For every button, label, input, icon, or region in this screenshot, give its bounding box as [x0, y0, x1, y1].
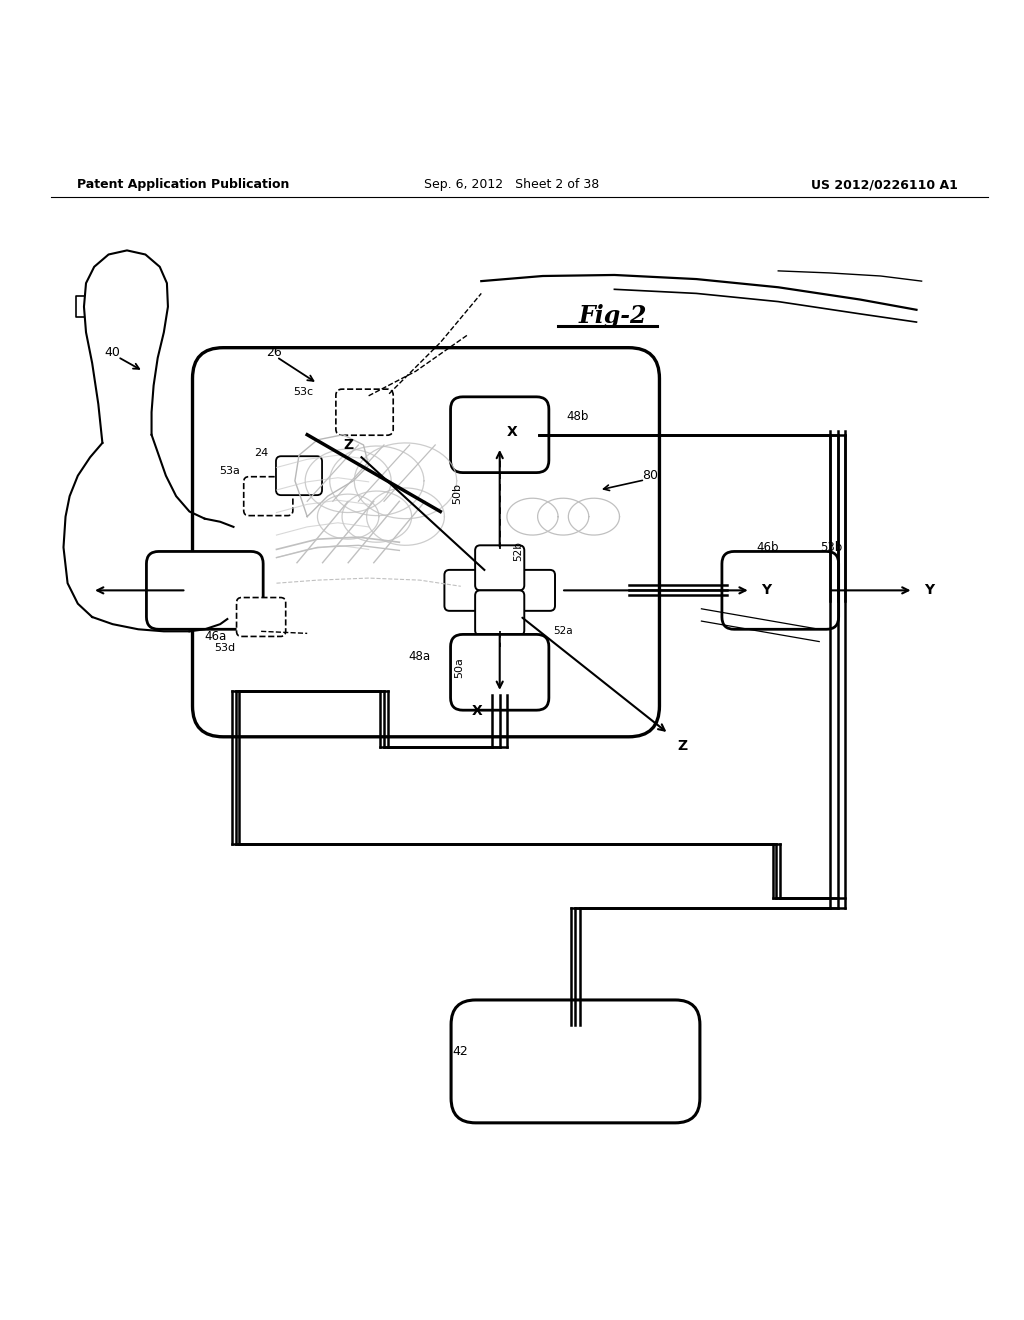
- Text: 52a: 52a: [553, 626, 573, 636]
- Text: 53b: 53b: [820, 541, 843, 554]
- FancyBboxPatch shape: [506, 570, 555, 611]
- Text: 46b: 46b: [757, 541, 779, 554]
- Text: 26: 26: [266, 346, 283, 359]
- Text: 48a: 48a: [408, 651, 430, 664]
- Text: Fig-2: Fig-2: [579, 304, 646, 327]
- Text: Y: Y: [924, 583, 934, 598]
- FancyBboxPatch shape: [193, 347, 659, 737]
- FancyBboxPatch shape: [444, 570, 494, 611]
- Text: 53a: 53a: [219, 466, 240, 475]
- Text: 53d: 53d: [214, 643, 236, 652]
- Text: X: X: [472, 704, 482, 718]
- Text: Patent Application Publication: Patent Application Publication: [77, 178, 289, 191]
- FancyBboxPatch shape: [722, 552, 839, 630]
- Text: Z: Z: [677, 739, 687, 752]
- FancyBboxPatch shape: [244, 477, 293, 516]
- Text: Y: Y: [761, 583, 771, 598]
- FancyBboxPatch shape: [275, 457, 322, 495]
- FancyBboxPatch shape: [146, 552, 263, 630]
- FancyBboxPatch shape: [336, 389, 393, 436]
- Text: 40: 40: [104, 346, 121, 359]
- Text: 46a: 46a: [204, 630, 226, 643]
- FancyBboxPatch shape: [237, 598, 286, 636]
- FancyBboxPatch shape: [475, 590, 524, 635]
- Text: 42: 42: [453, 1044, 468, 1057]
- Text: US 2012/0226110 A1: US 2012/0226110 A1: [811, 178, 957, 191]
- Text: 48b: 48b: [566, 409, 589, 422]
- Text: Z: Z: [343, 438, 353, 451]
- Text: 24: 24: [254, 449, 268, 458]
- FancyBboxPatch shape: [451, 635, 549, 710]
- Text: 80: 80: [642, 469, 658, 482]
- FancyBboxPatch shape: [451, 397, 549, 473]
- Text: 53c: 53c: [293, 387, 313, 397]
- Text: 50b: 50b: [452, 483, 462, 504]
- FancyBboxPatch shape: [451, 1001, 700, 1123]
- Text: 52b: 52b: [513, 541, 523, 561]
- FancyBboxPatch shape: [475, 545, 524, 590]
- Text: 50a: 50a: [454, 657, 464, 677]
- Text: Sep. 6, 2012   Sheet 2 of 38: Sep. 6, 2012 Sheet 2 of 38: [424, 178, 600, 191]
- Text: X: X: [507, 425, 517, 438]
